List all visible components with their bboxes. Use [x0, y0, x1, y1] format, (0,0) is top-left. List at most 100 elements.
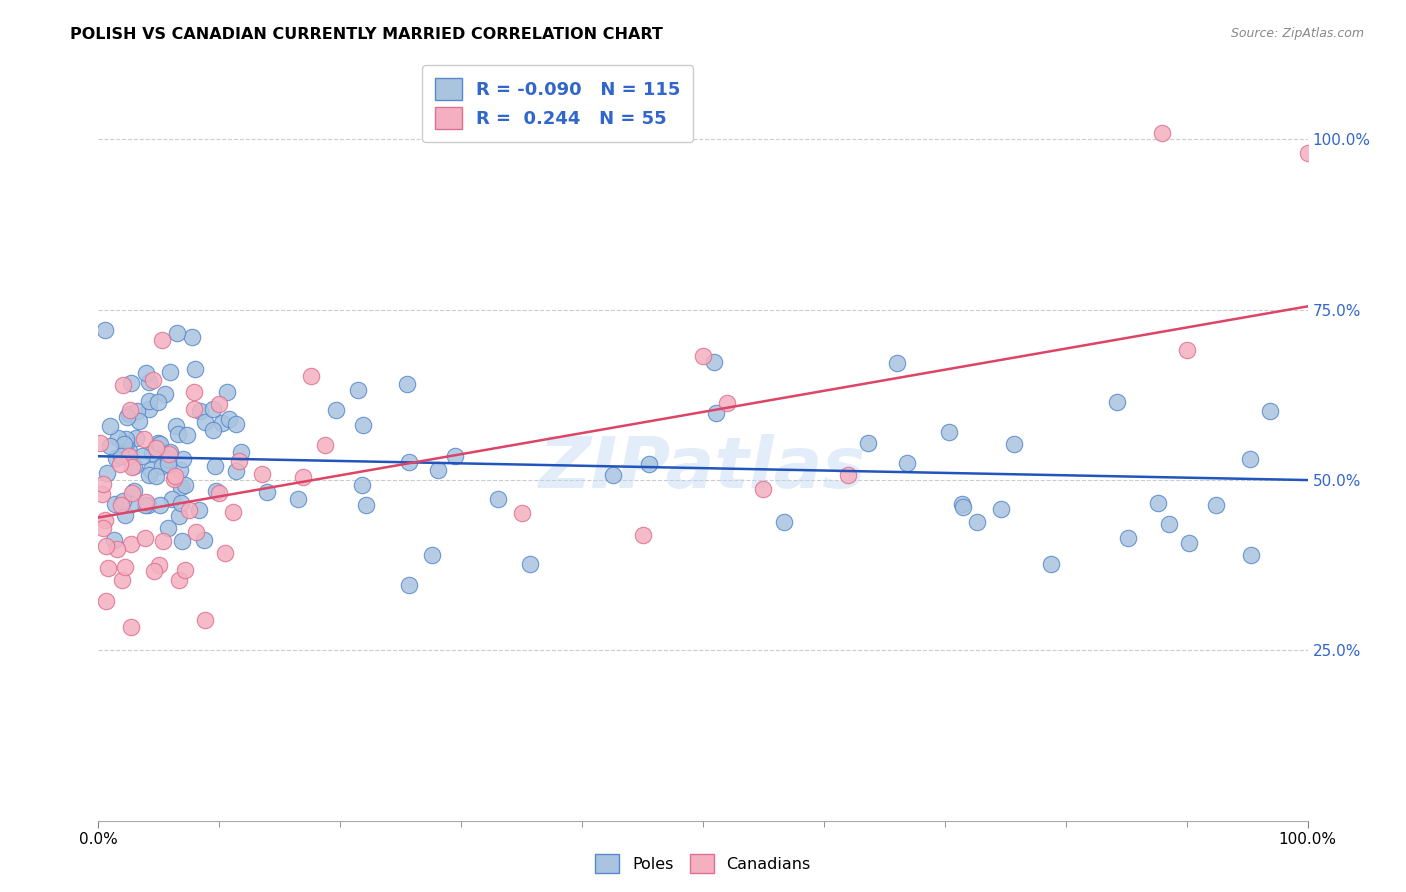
Point	[426, 462, 449, 476]
Point	[172, 452, 194, 467]
Point	[225, 417, 247, 432]
Point	[167, 508, 190, 523]
Point	[352, 418, 374, 433]
Point	[118, 407, 141, 421]
Point	[184, 362, 207, 376]
Point	[149, 499, 172, 513]
Point	[225, 464, 247, 478]
Point	[180, 330, 202, 344]
Point	[174, 563, 197, 577]
Point	[124, 431, 146, 445]
Point	[950, 497, 973, 511]
Point	[111, 378, 134, 392]
Point	[145, 469, 167, 483]
Point	[692, 349, 714, 363]
Point	[896, 457, 918, 471]
Point	[165, 469, 187, 483]
Point	[157, 451, 180, 466]
Point	[631, 528, 654, 542]
Point	[208, 485, 231, 500]
Point	[118, 444, 141, 458]
Point	[211, 417, 233, 431]
Point	[125, 404, 148, 418]
Point	[128, 414, 150, 428]
Point	[966, 515, 988, 529]
Point	[91, 520, 114, 534]
Point	[135, 366, 157, 380]
Point	[1175, 343, 1198, 358]
Point	[167, 573, 190, 587]
Point	[602, 467, 624, 482]
Point	[98, 439, 121, 453]
Point	[183, 385, 205, 400]
Legend: Poles, Canadians: Poles, Canadians	[589, 847, 817, 880]
Point	[91, 477, 114, 491]
Point	[163, 472, 186, 486]
Text: POLISH VS CANADIAN CURRENTLY MARRIED CORRELATION CHART: POLISH VS CANADIAN CURRENTLY MARRIED COR…	[70, 27, 664, 42]
Point	[146, 436, 169, 450]
Point	[169, 463, 191, 477]
Point	[94, 540, 117, 554]
Point	[96, 466, 118, 480]
Point	[228, 454, 250, 468]
Point	[1146, 496, 1168, 510]
Point	[139, 463, 162, 477]
Point	[141, 446, 163, 460]
Text: ZIPatlas: ZIPatlas	[540, 434, 866, 503]
Point	[138, 402, 160, 417]
Point	[131, 449, 153, 463]
Point	[122, 484, 145, 499]
Point	[157, 457, 180, 471]
Point	[1296, 146, 1319, 161]
Point	[1239, 452, 1261, 467]
Point	[222, 505, 245, 519]
Point	[114, 559, 136, 574]
Point	[347, 383, 370, 397]
Point	[120, 403, 142, 417]
Point	[150, 333, 173, 347]
Point	[292, 470, 315, 484]
Point	[138, 375, 160, 389]
Point	[108, 458, 131, 472]
Point	[121, 460, 143, 475]
Point	[716, 395, 738, 409]
Point	[256, 485, 278, 500]
Point	[105, 541, 128, 556]
Point	[704, 406, 727, 420]
Point	[886, 356, 908, 370]
Point	[114, 436, 136, 450]
Point	[183, 402, 205, 417]
Point	[132, 432, 155, 446]
Point	[510, 506, 533, 520]
Point	[201, 423, 224, 437]
Point	[138, 468, 160, 483]
Point	[156, 521, 179, 535]
Point	[443, 450, 465, 464]
Point	[120, 376, 142, 390]
Point	[184, 524, 207, 539]
Point	[1157, 517, 1180, 532]
Point	[637, 458, 659, 472]
Point	[148, 558, 170, 573]
Point	[325, 403, 347, 417]
Point	[194, 415, 217, 429]
Point	[114, 435, 136, 450]
Point	[117, 409, 139, 424]
Point	[1205, 499, 1227, 513]
Point	[1002, 437, 1025, 451]
Point	[229, 445, 252, 459]
Point	[105, 450, 128, 465]
Point	[205, 483, 228, 498]
Point	[107, 431, 129, 445]
Point	[188, 404, 211, 418]
Point	[146, 394, 169, 409]
Legend: R = -0.090   N = 115, R =  0.244   N = 55: R = -0.090 N = 115, R = 0.244 N = 55	[422, 65, 693, 142]
Point	[148, 437, 170, 451]
Point	[97, 561, 120, 575]
Point	[170, 533, 193, 548]
Point	[159, 445, 181, 459]
Point	[166, 419, 188, 434]
Point	[486, 491, 509, 506]
Point	[398, 578, 420, 592]
Point	[938, 425, 960, 439]
